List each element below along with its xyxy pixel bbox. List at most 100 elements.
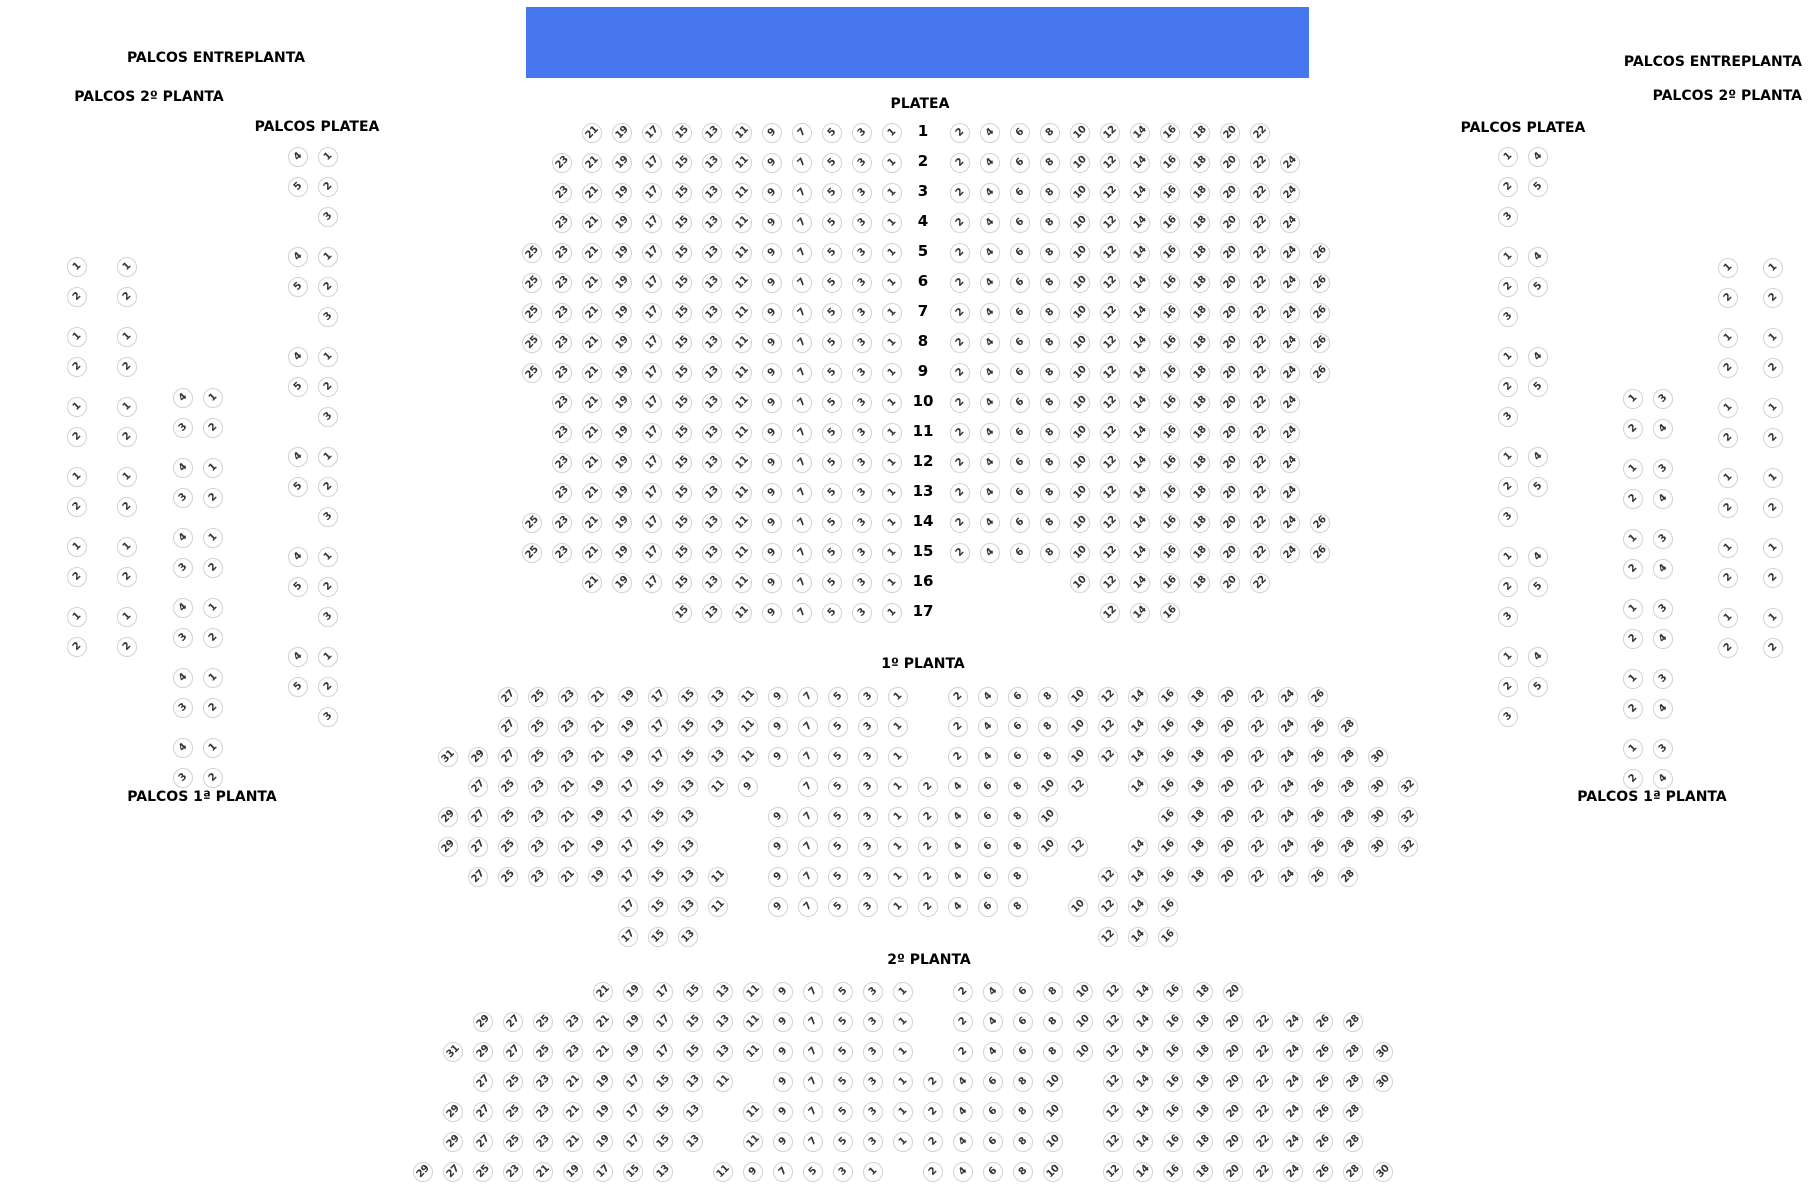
planta-1-seat[interactable]: 1 — [888, 897, 908, 917]
palco-platea-seat[interactable]: 2 — [1498, 377, 1518, 397]
platea-seat[interactable]: 15 — [672, 573, 692, 593]
planta-2-seat[interactable]: 19 — [593, 1132, 613, 1152]
palco-1-planta-seat[interactable]: 3 — [173, 488, 193, 508]
planta-1-seat[interactable]: 8 — [1008, 897, 1028, 917]
platea-seat[interactable]: 2 — [950, 363, 970, 383]
planta-2-seat[interactable]: 11 — [713, 1072, 733, 1092]
planta-2-seat[interactable]: 1 — [893, 1042, 913, 1062]
planta-1-seat[interactable]: 14 — [1128, 687, 1148, 707]
platea-seat[interactable]: 18 — [1190, 243, 1210, 263]
platea-seat[interactable]: 9 — [762, 393, 782, 413]
planta-2-seat[interactable]: 11 — [743, 1102, 763, 1122]
platea-seat[interactable]: 3 — [852, 453, 872, 473]
planta-1-seat[interactable]: 16 — [1158, 837, 1178, 857]
platea-seat[interactable]: 26 — [1310, 303, 1330, 323]
palco-1-planta-seat[interactable]: 3 — [1653, 529, 1673, 549]
planta-2-seat[interactable]: 24 — [1283, 1012, 1303, 1032]
platea-seat[interactable]: 9 — [762, 183, 782, 203]
platea-seat[interactable]: 16 — [1160, 603, 1180, 623]
platea-seat[interactable]: 10 — [1070, 363, 1090, 383]
platea-seat[interactable]: 22 — [1250, 513, 1270, 533]
planta-2-seat[interactable]: 6 — [983, 1162, 1003, 1182]
planta-1-seat[interactable]: 27 — [498, 687, 518, 707]
palco-platea-seat[interactable]: 3 — [318, 707, 338, 727]
palco-1-planta-seat[interactable]: 3 — [1653, 459, 1673, 479]
platea-seat[interactable]: 8 — [1040, 153, 1060, 173]
planta-1-seat[interactable]: 20 — [1218, 837, 1238, 857]
platea-seat[interactable]: 17 — [642, 393, 662, 413]
platea-seat[interactable]: 1 — [882, 423, 902, 443]
planta-2-seat[interactable]: 30 — [1373, 1072, 1393, 1092]
platea-seat[interactable]: 22 — [1250, 453, 1270, 473]
planta-1-seat[interactable]: 13 — [708, 687, 728, 707]
palco-platea-seat[interactable]: 4 — [1528, 147, 1548, 167]
planta-1-seat[interactable]: 12 — [1098, 927, 1118, 947]
platea-seat[interactable]: 20 — [1220, 273, 1240, 293]
planta-1-seat[interactable]: 24 — [1278, 717, 1298, 737]
planta-1-seat[interactable]: 5 — [828, 747, 848, 767]
planta-2-seat[interactable]: 23 — [503, 1162, 523, 1182]
platea-seat[interactable]: 18 — [1190, 513, 1210, 533]
planta-2-seat[interactable]: 14 — [1133, 1042, 1153, 1062]
planta-1-seat[interactable]: 17 — [648, 717, 668, 737]
platea-seat[interactable]: 4 — [980, 393, 1000, 413]
palco-platea-seat[interactable]: 1 — [318, 447, 338, 467]
platea-seat[interactable]: 5 — [822, 303, 842, 323]
planta-2-seat[interactable]: 16 — [1163, 982, 1183, 1002]
platea-seat[interactable]: 26 — [1310, 513, 1330, 533]
planta-1-seat[interactable]: 23 — [528, 837, 548, 857]
planta-1-seat[interactable]: 27 — [468, 837, 488, 857]
platea-seat[interactable]: 2 — [950, 243, 970, 263]
planta-2-seat[interactable]: 2 — [923, 1162, 943, 1182]
platea-seat[interactable]: 11 — [732, 573, 752, 593]
platea-seat[interactable]: 11 — [732, 183, 752, 203]
platea-seat[interactable]: 15 — [672, 243, 692, 263]
planta-1-seat[interactable]: 29 — [438, 837, 458, 857]
platea-seat[interactable]: 16 — [1160, 393, 1180, 413]
planta-2-seat[interactable]: 26 — [1313, 1042, 1333, 1062]
palco-1-planta-seat[interactable]: 3 — [173, 418, 193, 438]
platea-seat[interactable]: 15 — [672, 333, 692, 353]
palco-platea-seat[interactable]: 5 — [1528, 477, 1548, 497]
palco-1-planta-seat[interactable]: 1 — [203, 738, 223, 758]
platea-seat[interactable]: 6 — [1010, 123, 1030, 143]
planta-2-seat[interactable]: 6 — [983, 1102, 1003, 1122]
planta-2-seat[interactable]: 12 — [1103, 1102, 1123, 1122]
platea-seat[interactable]: 22 — [1250, 273, 1270, 293]
platea-seat[interactable]: 13 — [702, 183, 722, 203]
planta-1-seat[interactable]: 22 — [1248, 807, 1268, 827]
palco-platea-seat[interactable]: 4 — [1528, 247, 1548, 267]
planta-1-seat[interactable]: 27 — [498, 717, 518, 737]
planta-1-seat[interactable]: 11 — [738, 687, 758, 707]
platea-seat[interactable]: 5 — [822, 333, 842, 353]
platea-seat[interactable]: 25 — [522, 273, 542, 293]
planta-2-seat[interactable]: 7 — [803, 1132, 823, 1152]
planta-1-seat[interactable]: 13 — [678, 867, 698, 887]
planta-1-seat[interactable]: 7 — [798, 807, 818, 827]
platea-seat[interactable]: 22 — [1250, 423, 1270, 443]
planta-1-seat[interactable]: 32 — [1398, 837, 1418, 857]
platea-seat[interactable]: 3 — [852, 363, 872, 383]
platea-seat[interactable]: 8 — [1040, 123, 1060, 143]
platea-seat[interactable]: 19 — [612, 543, 632, 563]
planta-1-seat[interactable]: 5 — [828, 897, 848, 917]
platea-seat[interactable]: 4 — [980, 363, 1000, 383]
palco-2-planta-seat[interactable]: 2 — [1718, 638, 1738, 658]
planta-2-seat[interactable]: 9 — [743, 1162, 763, 1182]
planta-1-seat[interactable]: 17 — [618, 807, 638, 827]
platea-seat[interactable]: 2 — [950, 393, 970, 413]
platea-seat[interactable]: 8 — [1040, 543, 1060, 563]
platea-seat[interactable]: 6 — [1010, 243, 1030, 263]
planta-1-seat[interactable]: 16 — [1158, 927, 1178, 947]
palco-1-planta-seat[interactable]: 1 — [1623, 739, 1643, 759]
planta-1-seat[interactable]: 30 — [1368, 837, 1388, 857]
planta-1-seat[interactable]: 14 — [1128, 747, 1148, 767]
palco-2-planta-seat[interactable]: 1 — [117, 537, 137, 557]
palco-1-planta-seat[interactable]: 4 — [173, 458, 193, 478]
platea-seat[interactable]: 15 — [672, 183, 692, 203]
planta-1-seat[interactable]: 2 — [948, 747, 968, 767]
planta-2-seat[interactable]: 7 — [803, 982, 823, 1002]
palco-1-planta-seat[interactable]: 3 — [1653, 739, 1673, 759]
platea-seat[interactable]: 1 — [882, 243, 902, 263]
palco-2-planta-seat[interactable]: 2 — [1718, 498, 1738, 518]
